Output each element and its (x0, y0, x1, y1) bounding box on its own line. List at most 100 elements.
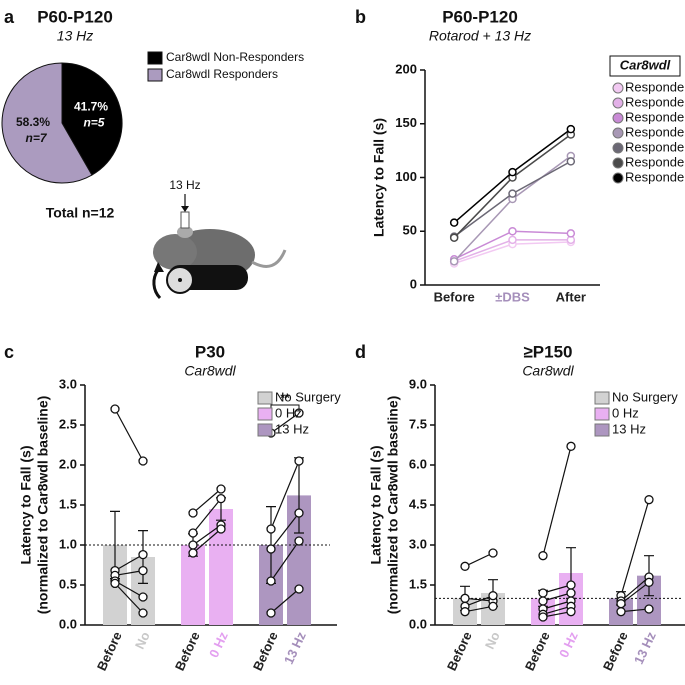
x-tick-label: After (556, 289, 586, 304)
point (266, 524, 276, 534)
point (644, 604, 654, 614)
y-tick-label: 0.0 (409, 616, 427, 631)
point (538, 596, 548, 606)
point (538, 612, 548, 622)
pair-line (542, 611, 572, 618)
y-tick-label: 1.0 (59, 536, 77, 551)
legend-marker (612, 82, 624, 94)
point (488, 591, 498, 601)
y-tick-label: 2.0 (59, 456, 77, 471)
n-label: n=7 (26, 131, 48, 145)
line (453, 133, 572, 239)
pair-line (192, 488, 222, 514)
pair-line (542, 592, 572, 602)
point (508, 235, 517, 245)
point (138, 549, 148, 560)
point (266, 608, 276, 618)
legend-label: Responder 7 (625, 169, 685, 184)
x-tick-label: 0 Hz (206, 629, 231, 660)
point (508, 227, 517, 236)
pair-line (620, 576, 650, 602)
pair-line (620, 581, 650, 605)
point (566, 607, 576, 617)
panel-label: b (355, 7, 366, 27)
legend-swatch (594, 391, 610, 405)
legend-swatch (257, 391, 273, 405)
point (566, 441, 576, 451)
x-tick-label: Before (250, 629, 281, 673)
point (460, 561, 470, 571)
x-tick-label: Before (172, 629, 203, 673)
point (566, 157, 576, 166)
mouse-illustration (152, 194, 287, 300)
point (294, 508, 304, 518)
legend-title: Car8wdl (620, 57, 671, 72)
legend-swatch (594, 423, 610, 437)
point (460, 607, 470, 617)
legend-label: Car8wdl Non-Responders (166, 50, 304, 64)
point (188, 540, 198, 550)
point (488, 548, 498, 558)
x-tick-label: Before (94, 629, 125, 673)
x-tick-label: Before (434, 289, 475, 304)
pair-line (114, 554, 144, 572)
pair-line (620, 499, 650, 596)
point (216, 484, 226, 494)
pair-line (270, 412, 300, 434)
point (566, 124, 576, 134)
legend-swatch (147, 51, 163, 65)
y-tick-label: 9.0 (409, 376, 427, 391)
y-tick-label: 100 (395, 169, 417, 184)
chart-title: P60-P120 (37, 7, 113, 26)
chart-subtitle: Rotarod + 13 Hz (429, 28, 531, 44)
panel-label: d (355, 342, 366, 362)
point (538, 551, 548, 561)
x-tick-label: Before (600, 629, 631, 673)
y-tick-label: 3.0 (409, 536, 427, 551)
pair-line (114, 580, 144, 598)
point (138, 592, 148, 602)
point (616, 599, 626, 609)
pair-line (192, 528, 222, 554)
point (138, 456, 148, 466)
pair-line (464, 552, 494, 567)
legend-swatch (594, 407, 610, 421)
point (110, 404, 120, 414)
legend-marker (612, 127, 624, 139)
chart-title: P60-P120 (442, 7, 518, 26)
pair-line (542, 584, 572, 594)
legend-marker (612, 172, 624, 184)
x-tick-label: 13 Hz (631, 629, 659, 667)
pair-line (542, 605, 572, 615)
point (538, 588, 548, 598)
chart-subtitle: Car8wdl (184, 363, 236, 379)
value-label: 41.7% (74, 99, 108, 113)
pair-line (620, 608, 650, 613)
y-tick-label: 150 (395, 115, 417, 130)
n-label: n=5 (83, 115, 104, 129)
x-tick-label: Before (444, 629, 475, 673)
legend-label: Car8wdl Responders (166, 67, 278, 81)
point (449, 257, 459, 266)
x-tick-label: 13 Hz (281, 629, 309, 667)
x-tick-label: No (132, 629, 153, 651)
pie-slice (1, 62, 93, 184)
chart-subtitle: 13 Hz (57, 28, 94, 44)
point (616, 607, 626, 617)
pair-line (542, 600, 572, 610)
point (644, 577, 654, 587)
legend-label: Responder 2 (625, 94, 685, 109)
y-tick-label: 0.5 (59, 576, 77, 591)
point (216, 524, 226, 534)
pair-line (464, 595, 494, 607)
pair-line (270, 588, 300, 614)
panel-label: c (4, 342, 14, 362)
chart-subtitle: Car8wdl (522, 363, 574, 379)
legend-swatch (147, 68, 163, 82)
point (138, 608, 148, 618)
point (566, 580, 576, 590)
legend-label: 13 Hz (612, 421, 646, 436)
point (266, 576, 276, 586)
y-tick-label: 1.5 (59, 496, 77, 511)
point (294, 456, 304, 466)
